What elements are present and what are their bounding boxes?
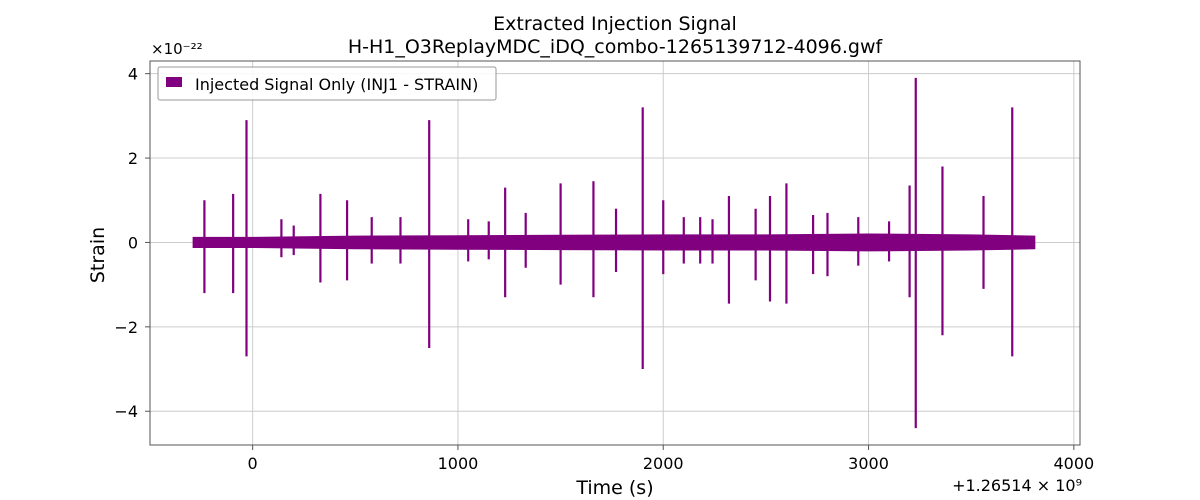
y-tick-label: 4 — [128, 65, 138, 84]
chart-subtitle: H-H1_O3ReplayMDC_iDQ_combo-1265139712-40… — [348, 36, 884, 58]
y-tick-label: 0 — [128, 233, 138, 252]
x-tick-label: 0 — [248, 454, 258, 473]
plot-area — [192, 77, 1036, 429]
x-tick-label: 4000 — [1053, 454, 1094, 473]
x-tick-label: 1000 — [438, 454, 479, 473]
legend-label: Injected Signal Only (INJ1 - STRAIN) — [195, 75, 478, 94]
y-tick-label: 2 — [128, 149, 138, 168]
legend-swatch — [166, 77, 182, 87]
y-tick-label: −2 — [114, 318, 138, 337]
x-offset-label: +1.26514 × 10⁹ — [952, 476, 1082, 495]
y-axis-label: Strain — [87, 227, 109, 283]
signal-baseline-band — [192, 233, 1036, 252]
x-tick-label: 2000 — [643, 454, 684, 473]
series-0 — [192, 77, 1036, 429]
x-axis-label: Time (s) — [575, 477, 653, 499]
legend: Injected Signal Only (INJ1 - STRAIN) — [157, 66, 497, 101]
y-axis-ticks: −4 −2 0 2 4 — [114, 65, 150, 421]
y-tick-label: −4 — [114, 402, 138, 421]
y-scale-label: ×10⁻²² — [151, 40, 203, 58]
grid — [150, 61, 1080, 445]
x-axis-ticks: 0 1000 2000 3000 4000 — [248, 445, 1094, 473]
legend-frame — [157, 66, 497, 101]
chart-title: Extracted Injection Signal — [493, 13, 737, 35]
axes-frame — [149, 60, 1081, 446]
x-tick-label: 3000 — [848, 454, 889, 473]
